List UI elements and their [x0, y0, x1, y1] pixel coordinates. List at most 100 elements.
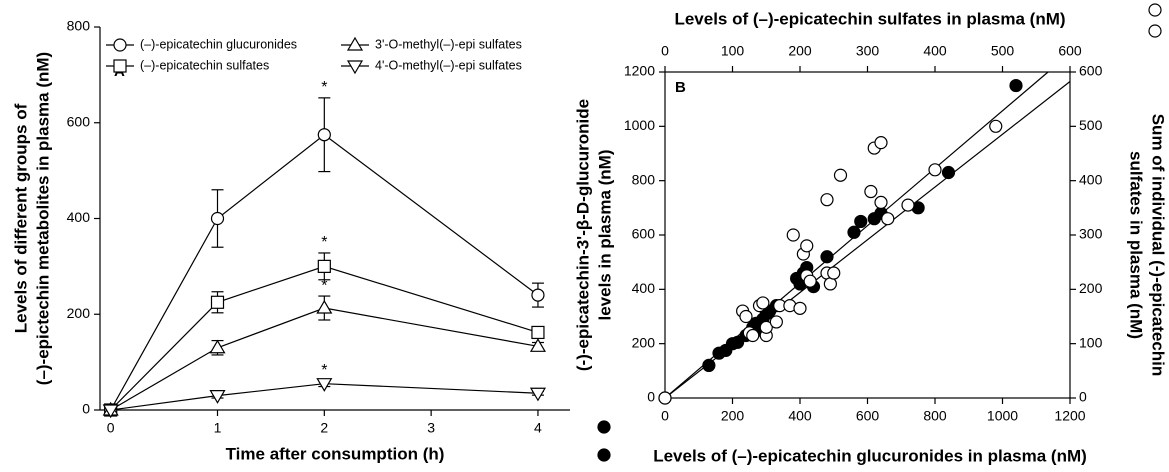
y-tick-label: 400 — [67, 209, 91, 225]
series-line — [110, 265, 539, 411]
y-tick-label: 0 — [647, 389, 655, 405]
data-point — [759, 320, 773, 334]
data-point — [102, 404, 119, 419]
x-tick-label: 200 — [721, 408, 745, 424]
data-point — [901, 198, 915, 212]
annotation: * — [321, 277, 327, 294]
data-point — [531, 325, 545, 340]
data-point — [316, 299, 333, 314]
y-tick-label: 800 — [632, 171, 656, 187]
data-point — [730, 335, 745, 349]
data-point — [827, 266, 841, 280]
legend-marker-filled — [597, 448, 611, 462]
annotation: * — [321, 234, 327, 251]
legend-label: 4'-O-methyl(–)-epi sulfates — [375, 58, 522, 72]
data-point — [793, 301, 807, 315]
data-point — [209, 339, 226, 354]
x2-tick-label: 0 — [661, 43, 669, 59]
series-line — [110, 307, 539, 411]
data-point — [658, 391, 672, 405]
y2-tick-label: 500 — [1079, 117, 1103, 133]
data-point — [803, 274, 817, 288]
x2-axis-title: Levels of (–)-epicatechin sulfates in pl… — [674, 9, 1065, 28]
x-tick-label: 4 — [534, 420, 542, 436]
data-point — [756, 296, 770, 310]
data-point — [928, 163, 942, 177]
legend-marker — [113, 38, 127, 52]
y-tick-label: 200 — [67, 305, 91, 321]
annotation: * — [321, 362, 327, 379]
y2-tick-label: 100 — [1079, 334, 1103, 350]
y-tick-label: 1000 — [624, 117, 655, 133]
x-axis-title: Levels of (–)-epicatechin glucuronides i… — [653, 446, 1087, 465]
data-point — [823, 277, 837, 291]
x-tick-label: 1 — [214, 420, 222, 436]
data-point — [210, 295, 225, 309]
panel-label: B — [675, 79, 686, 96]
x-tick-label: 0 — [661, 408, 669, 424]
data-point — [874, 136, 888, 150]
legend-label: (–)-epicatechin sulfates — [140, 58, 269, 72]
legend-marker-open — [1148, 24, 1162, 38]
x-tick-label: 800 — [923, 408, 947, 424]
y-tick-label: 0 — [82, 401, 90, 417]
x-tick-label: 3 — [427, 420, 435, 436]
data-point — [989, 119, 1003, 133]
series-line — [110, 383, 538, 411]
legend-label: 3'-O-methyl(–)-epi sulfates — [375, 37, 522, 51]
x-tick-label: 1200 — [1054, 408, 1085, 424]
data-point — [820, 250, 834, 264]
data-point — [317, 259, 331, 273]
x2-tick-label: 600 — [1058, 43, 1082, 59]
data-point — [800, 239, 814, 253]
x2-tick-label: 300 — [856, 43, 880, 59]
data-point — [820, 193, 834, 207]
y2-tick-label: 0 — [1079, 389, 1087, 405]
y2-tick-label: 200 — [1079, 280, 1103, 296]
legend-marker-filled — [597, 420, 611, 434]
data-point — [881, 212, 895, 226]
y2-tick-label: 600 — [1079, 63, 1103, 79]
data-point — [316, 378, 333, 392]
y2-tick-label: 300 — [1079, 226, 1103, 242]
data-point — [769, 315, 783, 329]
data-point — [209, 390, 226, 404]
y-axis-title: (–)-epictechin metabolites in plasma (nM… — [33, 52, 52, 385]
y-tick-label: 800 — [67, 18, 91, 34]
data-point — [874, 195, 888, 209]
x2-tick-label: 100 — [721, 43, 745, 59]
y2-axis-title: Sum of individual (-)-epicatechin — [1149, 114, 1168, 377]
y-axis-title: Levels of different groups of — [11, 103, 30, 333]
x-tick-label: 1000 — [987, 408, 1018, 424]
x2-tick-label: 200 — [788, 43, 812, 59]
data-point — [531, 288, 545, 302]
data-point — [746, 328, 760, 343]
data-point — [1009, 78, 1023, 93]
x2-tick-label: 400 — [923, 43, 947, 59]
legend-marker — [113, 59, 127, 73]
y-tick-label: 600 — [67, 113, 91, 129]
data-point — [210, 211, 225, 226]
data-point — [941, 165, 956, 180]
y-tick-label: 1200 — [624, 63, 655, 79]
data-point — [317, 128, 331, 142]
data-point — [529, 387, 546, 402]
data-point — [864, 184, 878, 199]
legend-marker-open — [1148, 3, 1162, 17]
annotation: * — [321, 79, 327, 96]
y-tick-label: 600 — [632, 226, 656, 242]
data-point — [529, 338, 546, 352]
x-tick-label: 0 — [107, 420, 115, 436]
data-point — [854, 214, 868, 229]
data-point — [833, 168, 848, 182]
series-line — [110, 133, 539, 411]
y2-tick-label: 400 — [1079, 171, 1103, 187]
y-tick-label: 200 — [632, 334, 656, 350]
x-axis-title: Time after consumption (h) — [226, 444, 445, 463]
legend-label: (–)-epicatechin glucuronides — [140, 37, 297, 51]
y-tick-label: 400 — [632, 280, 656, 296]
x-tick-label: 400 — [788, 408, 812, 424]
data-point — [739, 309, 753, 324]
